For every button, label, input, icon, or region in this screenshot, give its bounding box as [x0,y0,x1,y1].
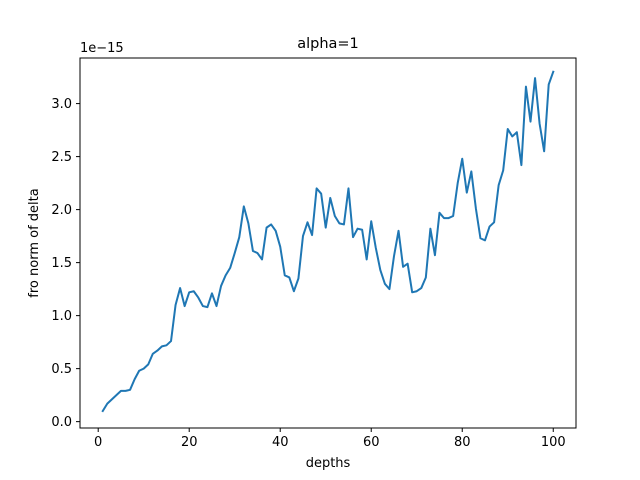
y-tick-label: 2.0 [51,203,72,218]
y-tick-label: 1.5 [51,256,72,271]
x-tick-label: 100 [541,435,566,450]
x-axis-label: depths [306,456,351,471]
y-axis: 0.0 0.5 1.0 1.5 2.0 2.5 3.0 [51,97,80,430]
plot-area [101,70,555,413]
y-offset-text: 1e−15 [80,41,124,56]
series-line-0 [101,70,555,413]
x-tick-label: 0 [94,435,102,450]
y-tick-label: 3.0 [51,97,72,112]
y-tick-label: 2.5 [51,150,72,165]
y-tick-label: 0.0 [51,415,72,430]
x-tick-label: 20 [181,435,198,450]
y-tick-label: 1.0 [51,309,72,324]
x-tick-label: 80 [454,435,471,450]
y-tick-label: 0.5 [51,362,72,377]
x-tick-label: 60 [363,435,380,450]
chart-title: alpha=1 [297,36,359,52]
x-tick-label: 40 [272,435,289,450]
axes-frame [79,57,577,429]
x-axis: 0 20 40 60 80 100 [94,428,566,450]
y-axis-label: fro norm of delta [27,188,42,297]
